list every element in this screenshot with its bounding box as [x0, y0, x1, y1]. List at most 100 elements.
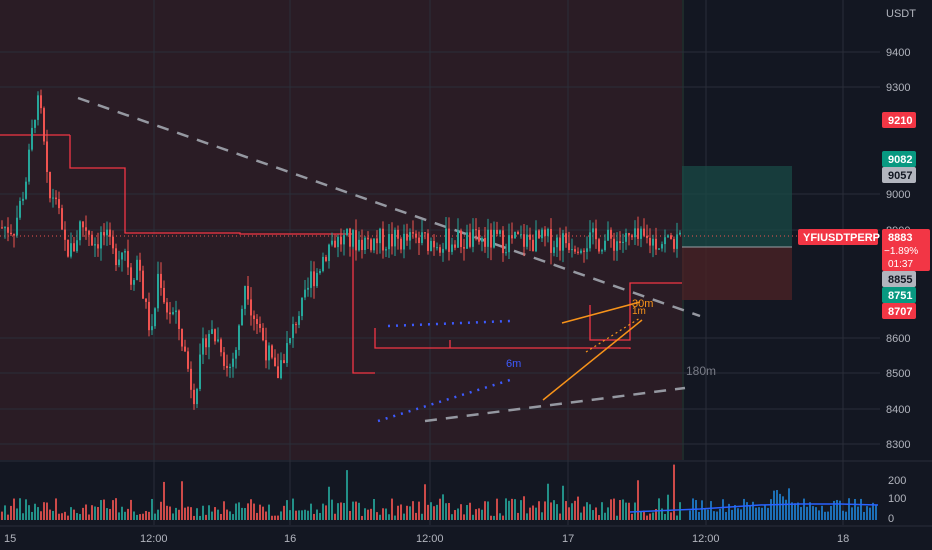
volume-bar — [37, 507, 39, 520]
volume-bar — [286, 500, 288, 520]
volume-profile-bar — [809, 502, 811, 520]
volume-bar — [25, 499, 27, 520]
volume-bar — [271, 515, 273, 520]
candle-body — [172, 312, 174, 315]
volume-profile-bar — [815, 507, 817, 520]
candle-body — [373, 238, 375, 251]
candle-body — [535, 230, 537, 252]
candle-body — [649, 237, 651, 246]
resistance-boxes[interactable] — [0, 134, 682, 374]
price-tag-8855: 8855 — [882, 271, 916, 287]
volume-bar — [46, 502, 48, 520]
candle-body — [127, 251, 129, 268]
candle-body — [517, 231, 519, 235]
time-axis-panel[interactable] — [0, 526, 932, 550]
candle-body — [13, 234, 15, 236]
candle-body — [253, 315, 255, 319]
candle-body — [103, 232, 105, 236]
volume-bar — [346, 470, 348, 520]
price-tick-9400: 9400 — [886, 47, 910, 59]
candle-body — [415, 233, 417, 238]
volume-profile-bar — [728, 503, 730, 520]
volume-profile-bar — [872, 502, 874, 520]
candle-body — [385, 249, 387, 251]
volume-bar — [511, 498, 513, 520]
volume-bar — [163, 481, 165, 520]
descending-trendline[interactable] — [77, 96, 701, 318]
volume-bar — [625, 502, 627, 520]
candle-body — [121, 252, 123, 260]
candle-body — [178, 310, 180, 329]
candle-body — [52, 197, 54, 199]
candle-body — [145, 298, 147, 302]
volume-bar — [175, 507, 177, 520]
volume-bar — [136, 514, 138, 520]
volume-bar — [541, 512, 543, 520]
volume-bar — [679, 502, 681, 520]
candle-body — [76, 240, 78, 252]
time-label-1200-c: 12:00 — [692, 533, 720, 545]
volume-bar — [595, 507, 597, 520]
candle-body — [490, 229, 492, 248]
volume-bar — [229, 511, 231, 520]
volume-bar — [466, 505, 468, 520]
volume-bar — [115, 498, 117, 520]
volume-tick-200: 200 — [888, 475, 906, 487]
orange-wedge-lower[interactable] — [542, 319, 643, 401]
volume-bar — [400, 504, 402, 520]
volume-bar — [112, 500, 114, 520]
volume-bar — [481, 509, 483, 520]
candle-body — [34, 119, 36, 128]
candle-body — [469, 232, 471, 247]
volume-bar — [103, 499, 105, 520]
time-label-18: 18 — [837, 533, 849, 545]
volume-bar — [517, 512, 519, 520]
volume-profile-bar — [740, 509, 742, 520]
volume-bar — [241, 507, 243, 520]
price-tick-9000: 9000 — [886, 189, 910, 201]
candle-body — [382, 228, 384, 251]
position-target-zone[interactable] — [682, 166, 792, 247]
volume-bar — [442, 494, 444, 520]
candle-body — [520, 234, 522, 236]
candle-body — [643, 228, 645, 236]
volume-bar — [580, 512, 582, 520]
volume-profile-bar — [725, 511, 727, 520]
volume-bar — [457, 508, 459, 520]
orange-wedge-upper[interactable] — [561, 301, 641, 324]
volume-profile-bar — [845, 511, 847, 520]
volume-bar — [106, 508, 108, 520]
volume-bar — [253, 503, 255, 520]
volume-profile-bar — [698, 511, 700, 520]
candlestick-series[interactable] — [1, 89, 681, 410]
volume-bar — [334, 513, 336, 520]
volume-profile-bar — [842, 510, 844, 520]
candle-body — [7, 227, 9, 233]
volume-profile-bar — [701, 500, 703, 520]
candle-body — [265, 340, 267, 361]
candle-body — [325, 256, 327, 261]
volume-bar — [55, 498, 57, 520]
position-stop-zone[interactable] — [682, 247, 792, 300]
candle-body — [571, 249, 573, 251]
volume-profile-bar — [833, 500, 835, 520]
volume-bar — [427, 504, 429, 520]
volume-bar — [613, 498, 615, 520]
volume-bar — [370, 508, 372, 520]
candle-body — [241, 308, 243, 326]
candle-body — [577, 251, 579, 253]
volume-bar — [178, 509, 180, 520]
volume-bar — [667, 494, 669, 520]
candle-body — [397, 229, 399, 239]
volume-bar — [109, 508, 111, 520]
candle-body — [142, 270, 144, 299]
volume-bar — [184, 507, 186, 520]
volume-bar — [118, 512, 120, 520]
ascending-trendline[interactable] — [424, 386, 686, 423]
candle-body — [202, 338, 204, 355]
orange-wedge-dotted[interactable] — [585, 317, 641, 353]
candle-body — [658, 248, 660, 250]
volume-bar — [406, 505, 408, 520]
volume-profile-bar — [755, 507, 757, 520]
